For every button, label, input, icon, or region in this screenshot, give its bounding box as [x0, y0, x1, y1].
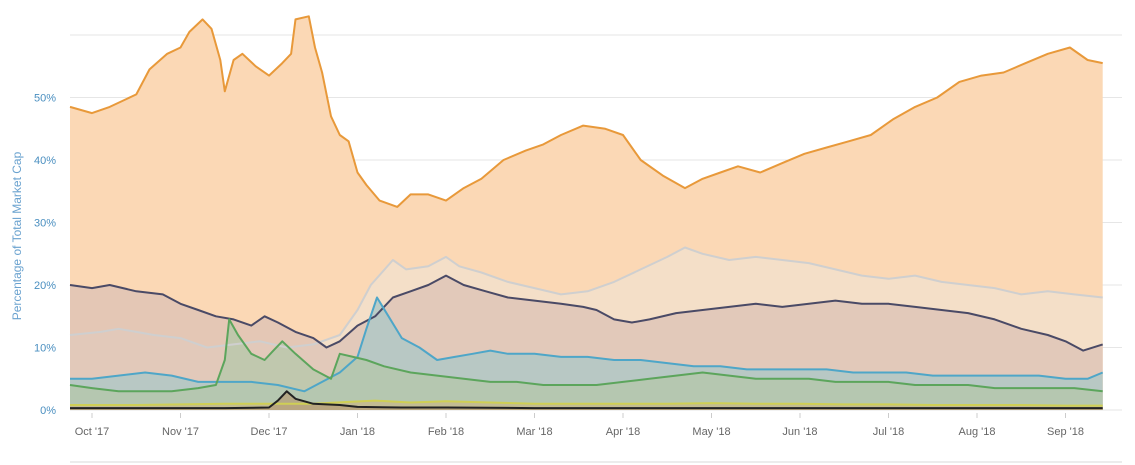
series-line-2	[69, 274, 1104, 352]
x-tick-label: May '18	[692, 426, 730, 438]
y-tick-label: 20%	[34, 280, 56, 292]
y-tick-label: 0%	[40, 405, 56, 417]
y-tick-label: 40%	[34, 155, 56, 167]
x-tick-label: Sep '18	[1047, 426, 1084, 438]
x-tick-label: Apr '18	[606, 426, 641, 438]
x-tick-label: Mar '18	[516, 426, 552, 438]
x-tick-label: Oct '17	[75, 426, 110, 438]
series-line-5	[70, 399, 1103, 407]
series-line-4	[69, 318, 1103, 393]
x-axis-ticks: Oct '17 Nov '17 Dec '17 Jan '18 Feb '18 Mar '…	[75, 413, 1084, 438]
x-tick-label: Nov '17	[162, 426, 199, 438]
series-line-3	[70, 296, 1104, 393]
y-tick-label: 50%	[34, 93, 56, 105]
y-tick-label: 30%	[34, 218, 56, 230]
x-tick-label: Feb '18	[428, 426, 464, 438]
series-lines	[69, 15, 1104, 410]
y-tick-label: 10%	[34, 343, 56, 355]
x-tick-label: Jul '18	[873, 426, 904, 438]
series-area-4	[70, 319, 1103, 410]
x-tick-label: Aug '18	[959, 426, 996, 438]
x-tick-label: Jun '18	[782, 426, 817, 438]
x-tick-label: Dec '17	[251, 426, 288, 438]
x-tick-label: Jan '18	[340, 426, 375, 438]
y-axis-ticks: 0% 10% 20% 30% 40% 50%	[34, 93, 56, 418]
y-axis-title: Percentage of Total Market Cap	[10, 151, 24, 320]
series-line-0	[69, 15, 1103, 208]
series-line-6	[70, 390, 1103, 410]
series-line-1	[69, 246, 1103, 349]
